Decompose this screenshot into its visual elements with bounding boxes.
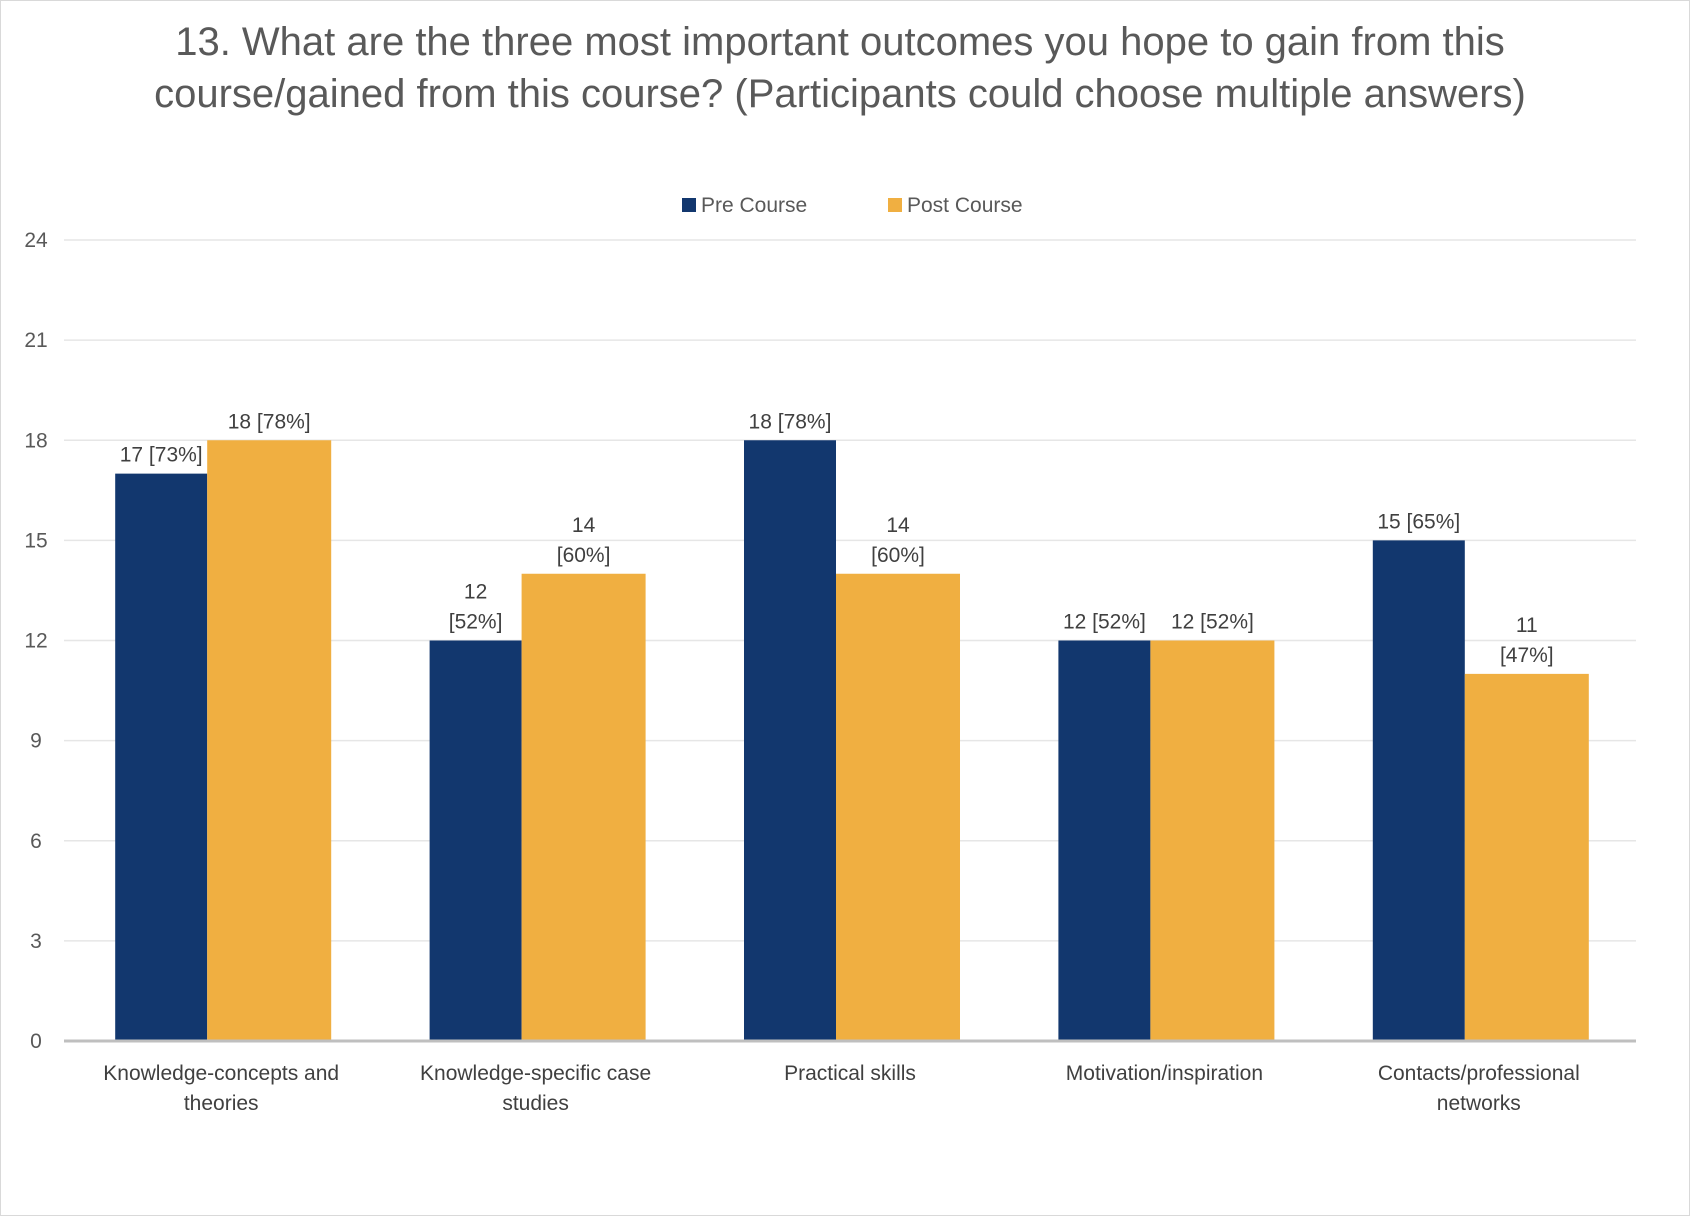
data-labels: 17 [73%] 18 [78%] 12 [52%] 14 [60%] 18 [78%] 14… [120,410,1554,667]
bar-pre-course [429,640,522,1041]
data-label: [60%] [871,544,925,567]
bar-post-course [1150,640,1275,1041]
data-label: 18 [78%] [749,410,832,433]
data-label: 18 [78%] [228,410,311,433]
data-label: 11 [1516,614,1538,637]
x-category-label: Knowledge-specific case [420,1062,651,1085]
bars [115,440,1589,1041]
y-tick-label: 6 [30,830,42,853]
y-tick-label: 24 [24,229,48,252]
y-axis-ticks: 0 3 6 9 12 15 18 21 24 [24,229,48,1053]
legend-swatch-post [888,198,902,212]
chart-title: 13. What are the three most important ou… [154,20,1526,116]
legend: Pre Course Post Course [682,194,1023,217]
x-category-label: Motivation/inspiration [1066,1062,1263,1085]
y-tick-label: 3 [30,930,42,953]
y-tick-label: 0 [30,1030,42,1053]
data-label: 17 [73%] [120,444,203,467]
y-tick-label: 18 [24,429,47,452]
x-category-label: theories [184,1092,259,1115]
bar-post-course [836,573,960,1041]
data-label: [47%] [1500,644,1554,667]
bar-post-course [1464,673,1589,1041]
data-label: 15 [65%] [1377,510,1460,533]
data-label: 14 [886,514,910,537]
y-tick-label: 12 [24,630,47,653]
x-category-label: networks [1437,1092,1521,1115]
data-label: 14 [572,514,596,537]
legend-label: Post Course [907,194,1023,217]
data-label: [60%] [557,544,611,567]
data-label: 12 [464,581,487,604]
x-category-label: Practical skills [784,1062,916,1085]
data-label: 12 [52%] [1063,611,1146,634]
legend-label: Pre Course [701,194,807,217]
bar-post-course [521,573,646,1041]
y-tick-label: 21 [24,329,47,352]
data-label: [52%] [449,611,503,634]
y-tick-label: 15 [24,529,47,552]
x-category-label: Knowledge-concepts and [103,1062,339,1085]
bar-post-course [207,440,332,1041]
bar-pre-course [1058,640,1151,1041]
x-category-label: Contacts/professional [1378,1062,1580,1085]
category-labels: Knowledge-concepts and theories Knowledge-… [103,1062,1579,1115]
bar-pre-course [744,440,836,1041]
x-category-label: studies [502,1092,569,1115]
data-label: 12 [52%] [1171,611,1254,634]
y-tick-label: 9 [30,730,42,753]
legend-swatch-pre [682,198,696,212]
bar-pre-course [115,473,208,1041]
bar-pre-course [1372,540,1465,1041]
